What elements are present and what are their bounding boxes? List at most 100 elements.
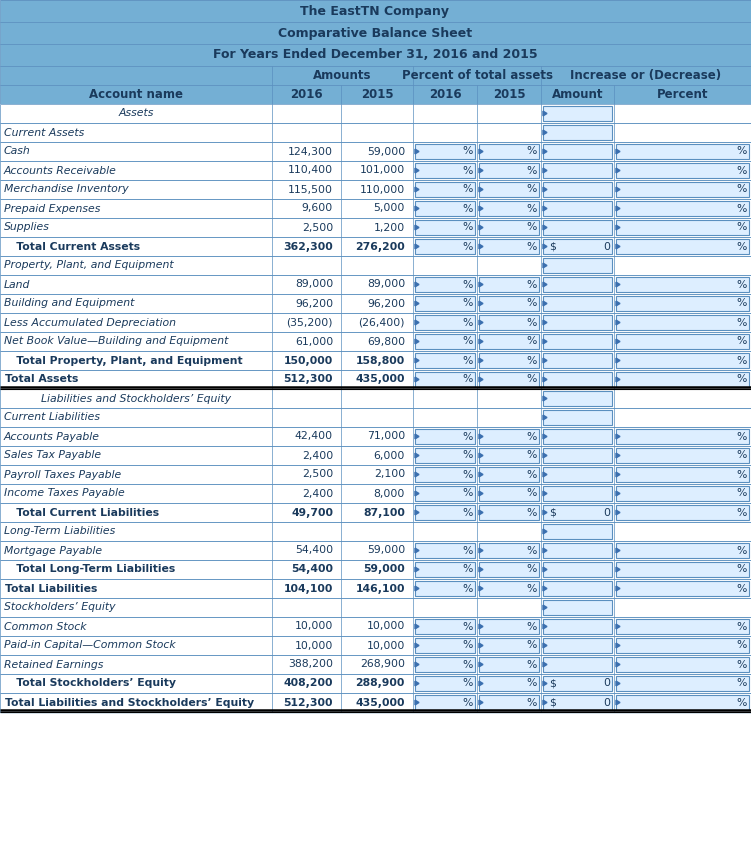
Polygon shape bbox=[479, 301, 483, 306]
Text: %: % bbox=[737, 146, 747, 157]
Bar bbox=[0, 579, 751, 598]
Text: %: % bbox=[737, 565, 747, 574]
Text: 435,000: 435,000 bbox=[355, 697, 405, 708]
Bar bbox=[479, 296, 539, 311]
Polygon shape bbox=[479, 510, 483, 515]
Polygon shape bbox=[616, 700, 620, 705]
Bar bbox=[543, 163, 612, 178]
Text: %: % bbox=[463, 432, 473, 441]
Polygon shape bbox=[415, 206, 419, 211]
Text: %: % bbox=[463, 678, 473, 689]
Text: Common Stock: Common Stock bbox=[4, 621, 86, 631]
Text: 8,000: 8,000 bbox=[374, 489, 405, 498]
Text: 42,400: 42,400 bbox=[295, 432, 333, 441]
Text: %: % bbox=[463, 375, 473, 385]
Polygon shape bbox=[415, 434, 419, 439]
Text: 2,500: 2,500 bbox=[302, 470, 333, 479]
Text: %: % bbox=[526, 659, 537, 670]
Text: 54,400: 54,400 bbox=[295, 546, 333, 555]
Bar bbox=[543, 144, 612, 159]
Text: 146,100: 146,100 bbox=[355, 584, 405, 593]
Text: Paid-in Capital—Common Stock: Paid-in Capital—Common Stock bbox=[4, 640, 176, 650]
Polygon shape bbox=[479, 662, 483, 667]
Text: 9,600: 9,600 bbox=[302, 203, 333, 214]
Bar bbox=[543, 410, 612, 425]
Polygon shape bbox=[616, 244, 620, 249]
Bar bbox=[616, 296, 749, 311]
Bar bbox=[479, 638, 539, 653]
Text: %: % bbox=[737, 432, 747, 441]
Bar bbox=[543, 638, 612, 653]
Bar bbox=[543, 372, 612, 387]
Bar bbox=[415, 676, 475, 691]
Text: %: % bbox=[526, 356, 537, 366]
Polygon shape bbox=[616, 320, 620, 325]
Bar bbox=[0, 655, 751, 674]
Polygon shape bbox=[415, 643, 419, 648]
Polygon shape bbox=[543, 320, 547, 325]
Polygon shape bbox=[479, 339, 483, 344]
Polygon shape bbox=[543, 206, 547, 211]
Text: 59,000: 59,000 bbox=[366, 146, 405, 157]
Polygon shape bbox=[616, 168, 620, 173]
Bar bbox=[543, 543, 612, 558]
Bar bbox=[616, 182, 749, 197]
Text: Current Liabilities: Current Liabilities bbox=[4, 413, 100, 422]
Polygon shape bbox=[415, 244, 419, 249]
Bar bbox=[543, 106, 612, 121]
Polygon shape bbox=[616, 643, 620, 648]
Text: %: % bbox=[526, 317, 537, 328]
Bar bbox=[543, 353, 612, 368]
Text: %: % bbox=[463, 279, 473, 290]
Polygon shape bbox=[616, 548, 620, 553]
Bar bbox=[479, 315, 539, 330]
Bar bbox=[616, 144, 749, 159]
Bar bbox=[543, 619, 612, 634]
Text: %: % bbox=[526, 546, 537, 555]
Text: 512,300: 512,300 bbox=[283, 697, 333, 708]
Text: 276,200: 276,200 bbox=[355, 241, 405, 252]
Bar bbox=[543, 448, 612, 463]
Bar bbox=[616, 638, 749, 653]
Bar bbox=[543, 581, 612, 596]
Text: Amount: Amount bbox=[552, 88, 603, 101]
Bar bbox=[543, 676, 612, 691]
Bar bbox=[543, 315, 612, 330]
Bar bbox=[616, 581, 749, 596]
Text: 268,900: 268,900 bbox=[360, 659, 405, 670]
Bar bbox=[415, 657, 475, 672]
Text: 71,000: 71,000 bbox=[366, 432, 405, 441]
Bar bbox=[479, 467, 539, 482]
Bar bbox=[415, 220, 475, 235]
Text: Land: Land bbox=[4, 279, 30, 290]
Bar bbox=[479, 581, 539, 596]
Bar bbox=[616, 467, 749, 482]
Bar bbox=[415, 619, 475, 634]
Polygon shape bbox=[543, 168, 547, 173]
Bar bbox=[415, 277, 475, 292]
Bar bbox=[0, 332, 751, 351]
Bar bbox=[0, 0, 751, 22]
Bar bbox=[0, 617, 751, 636]
Text: %: % bbox=[526, 298, 537, 309]
Bar bbox=[415, 182, 475, 197]
Text: Total Current Liabilities: Total Current Liabilities bbox=[5, 508, 159, 517]
Text: 0: 0 bbox=[603, 241, 610, 252]
Polygon shape bbox=[415, 225, 419, 230]
Text: %: % bbox=[737, 222, 747, 233]
Text: 2,100: 2,100 bbox=[374, 470, 405, 479]
Text: $: $ bbox=[549, 697, 556, 708]
Text: 0: 0 bbox=[603, 697, 610, 708]
Bar bbox=[543, 239, 612, 254]
Bar bbox=[479, 201, 539, 216]
Polygon shape bbox=[415, 301, 419, 306]
Polygon shape bbox=[543, 662, 547, 667]
Bar bbox=[479, 676, 539, 691]
Text: %: % bbox=[737, 375, 747, 385]
Text: %: % bbox=[737, 279, 747, 290]
Text: %: % bbox=[737, 336, 747, 347]
Polygon shape bbox=[479, 244, 483, 249]
Bar bbox=[415, 144, 475, 159]
Polygon shape bbox=[543, 263, 547, 268]
Text: 2015: 2015 bbox=[360, 88, 394, 101]
